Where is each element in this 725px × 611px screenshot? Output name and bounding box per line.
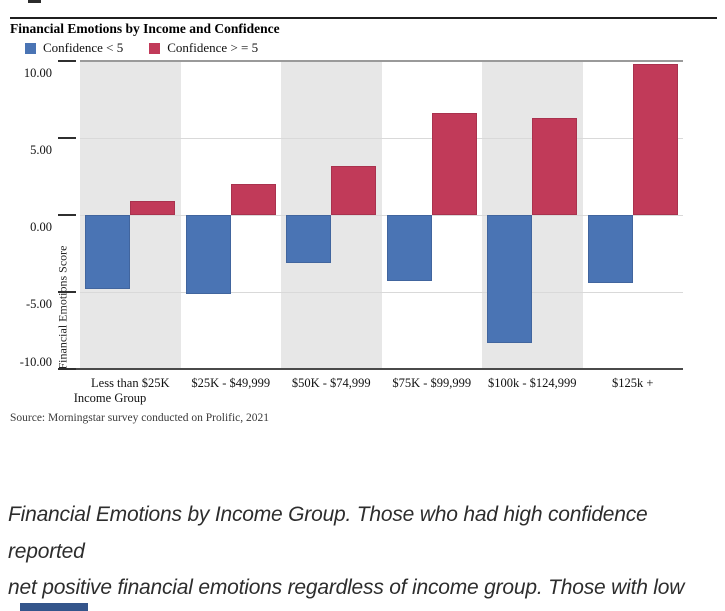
y-tick-0.00 xyxy=(58,214,76,216)
x-category-label-4: $100k - $124,999 xyxy=(487,376,577,390)
bar-low-confidence-4 xyxy=(487,215,533,343)
cropped-next-exhibit xyxy=(20,603,88,611)
y-tick-label--10.00: -10.00 xyxy=(19,355,52,369)
bar-low-confidence-5 xyxy=(587,215,633,283)
source-note: Source: Morningstar survey conducted on … xyxy=(10,412,270,424)
x-category-label-2: $50K - $74,999 xyxy=(291,376,371,390)
legend-swatch-blue-icon xyxy=(25,42,36,54)
figure-caption: Financial Emotions by Income Group. Thos… xyxy=(8,497,722,611)
bar-high-confidence-5 xyxy=(632,64,678,215)
x-axis-line xyxy=(73,368,683,370)
gridline--5.00 xyxy=(80,292,683,293)
legend-label-confidence-high: Confidence > = 5 xyxy=(167,40,259,55)
gridline-5.00 xyxy=(80,138,683,139)
legend-swatch-red-icon xyxy=(149,42,161,54)
x-axis-title: Income Group xyxy=(73,391,147,405)
y-tick-label-5.00: 5.00 xyxy=(30,143,52,157)
x-category-label-1: $25K - $49,999 xyxy=(191,376,271,390)
bar-low-confidence-2 xyxy=(286,215,332,263)
bar-high-confidence-0 xyxy=(130,201,176,215)
y-tick--5.00 xyxy=(58,291,76,293)
bar-low-confidence-3 xyxy=(386,215,432,282)
legend-item-confidence-low: Confidence < 5 xyxy=(25,40,123,56)
x-category-label-0: Less than $25K xyxy=(91,376,170,390)
cropped-top-artifact xyxy=(28,0,41,3)
y-tick-5.00 xyxy=(58,137,76,139)
caption-line-1: Financial Emotions by Income Group. Thos… xyxy=(8,503,648,563)
bar-high-confidence-2 xyxy=(331,165,377,215)
y-axis-title: Financial Emotions Score xyxy=(55,245,70,370)
y-tick-label-0.00: 0.00 xyxy=(30,220,52,234)
y-tick--10.00 xyxy=(58,368,76,370)
bar-low-confidence-0 xyxy=(85,215,131,289)
caption-line-3: confidence reported net negative financi… xyxy=(8,607,722,611)
chart-legend: Confidence < 5 Confidence > = 5 xyxy=(25,40,258,56)
y-tick-label-10.00: 10.00 xyxy=(23,66,52,80)
x-category-label-3: $75K - $99,999 xyxy=(392,376,472,390)
title-rule xyxy=(10,17,717,19)
bar-high-confidence-1 xyxy=(230,184,276,215)
plot-area: Financial Emotions Score Income Group 10… xyxy=(20,60,683,405)
gridline-0.00 xyxy=(80,215,683,216)
legend-item-confidence-high: Confidence > = 5 xyxy=(149,40,258,56)
caption-line-2: net positive financial emotions regardle… xyxy=(8,576,685,599)
bar-low-confidence-1 xyxy=(185,215,231,294)
chart-title: Financial Emotions by Income and Confide… xyxy=(10,21,280,36)
y-tick-10.00 xyxy=(58,60,76,62)
bar-high-confidence-3 xyxy=(431,113,477,215)
plot-top-border xyxy=(80,60,683,62)
legend-label-confidence-low: Confidence < 5 xyxy=(43,40,124,55)
x-category-label-5: $125k + xyxy=(612,376,654,390)
y-tick-label--5.00: -5.00 xyxy=(25,297,52,311)
bar-high-confidence-4 xyxy=(532,117,578,215)
